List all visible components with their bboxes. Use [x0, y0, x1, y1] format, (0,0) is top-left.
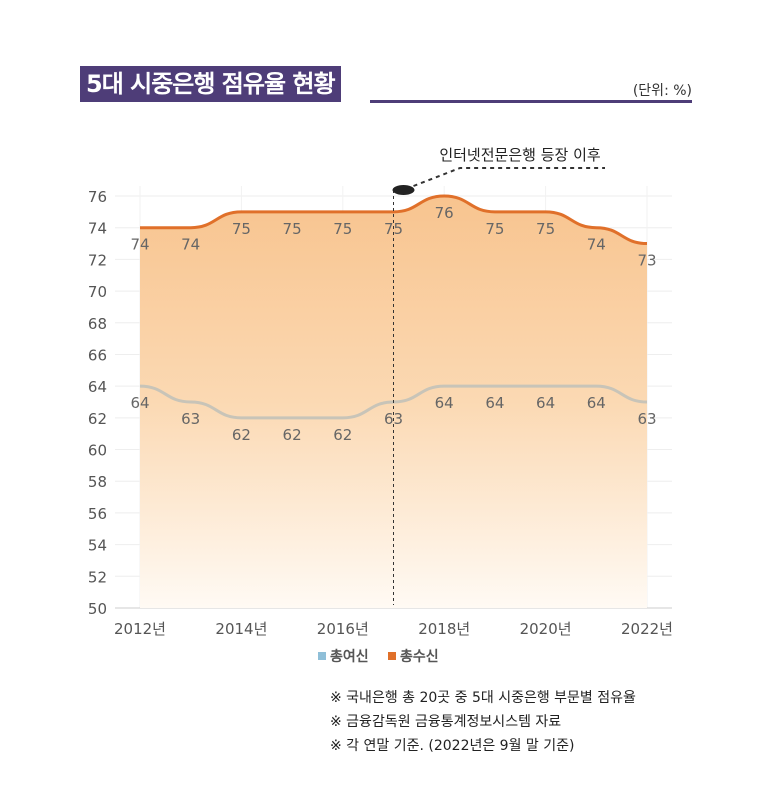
annotation-text: 인터넷전문은행 등장 이후 [439, 146, 601, 164]
data-label: 75 [536, 220, 555, 238]
y-tick-label: 58 [88, 473, 107, 491]
note: ※ 금융감독원 금융통계정보시스템 자료 [330, 714, 562, 730]
annotation-leader [413, 167, 605, 187]
y-tick-label: 66 [88, 346, 107, 364]
data-label: 62 [283, 426, 302, 444]
x-tick-label: 2020년 [520, 620, 572, 638]
y-tick-label: 56 [88, 505, 107, 523]
annotation-marker [392, 185, 415, 195]
x-tick-label: 2014년 [215, 620, 267, 638]
data-label: 64 [587, 394, 606, 412]
note: ※ 국내은행 총 20곳 중 5대 시중은행 부문별 점유율 [330, 690, 636, 706]
data-label: 75 [333, 220, 352, 238]
y-tick-label: 62 [88, 410, 107, 428]
y-tick-label: 74 [88, 220, 107, 238]
note: ※ 각 연말 기준. (2022년은 9월 말 기준) [330, 738, 575, 754]
data-label: 64 [130, 394, 149, 412]
data-label: 73 [637, 252, 656, 270]
y-tick-label: 76 [88, 188, 107, 206]
data-label: 63 [181, 410, 200, 428]
y-tick-label: 68 [88, 315, 107, 333]
data-label: 62 [232, 426, 251, 444]
unit-label: (단위: %) [632, 83, 692, 99]
data-label: 74 [587, 236, 606, 254]
data-label: 63 [637, 410, 656, 428]
y-tick-label: 64 [88, 378, 107, 396]
notes: ※ 국내은행 총 20곳 중 5대 시중은행 부문별 점유율 ※ 금융감독원 금… [330, 686, 636, 758]
data-label: 74 [130, 236, 149, 254]
data-label: 76 [435, 204, 454, 222]
y-tick-label: 60 [88, 442, 107, 460]
y-tick-label: 54 [88, 537, 107, 555]
y-tick-label: 70 [88, 283, 107, 301]
data-label: 75 [283, 220, 302, 238]
chart-title: 5대 시중은행 점유율 현황 [80, 66, 341, 102]
data-label: 75 [485, 220, 504, 238]
legend-label: 총수신 [400, 649, 439, 665]
legend-label: 총여신 [330, 648, 369, 665]
line-총수신 [140, 194, 648, 246]
plot-area: 50 52 54 56 58 60 62 64 66 68 70 72 74 76 2012년 2014년 20… [88, 146, 673, 665]
title-underline [370, 100, 692, 103]
legend-swatch [318, 652, 326, 660]
x-tick-label: 2018년 [418, 620, 470, 638]
x-tick-label: 2016년 [317, 620, 369, 638]
x-tick-label: 2012년 [114, 620, 166, 638]
legend-swatch [388, 652, 396, 660]
data-label: 64 [435, 394, 454, 412]
x-tick-label: 2022년 [621, 620, 673, 638]
data-label: 62 [333, 426, 352, 444]
y-tick-label: 72 [88, 251, 107, 269]
data-label: 64 [536, 394, 555, 412]
data-label: 64 [485, 394, 504, 412]
y-tick-label: 50 [88, 600, 107, 618]
data-label: 75 [232, 220, 251, 238]
data-label: 74 [181, 236, 200, 254]
y-tick-label: 52 [88, 568, 107, 586]
